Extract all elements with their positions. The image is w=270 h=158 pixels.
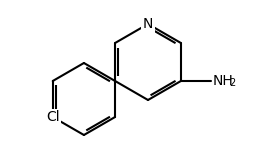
Text: N: N bbox=[143, 17, 153, 31]
Text: Cl: Cl bbox=[46, 110, 60, 124]
Text: NH: NH bbox=[213, 74, 234, 88]
Text: 2: 2 bbox=[229, 78, 235, 88]
